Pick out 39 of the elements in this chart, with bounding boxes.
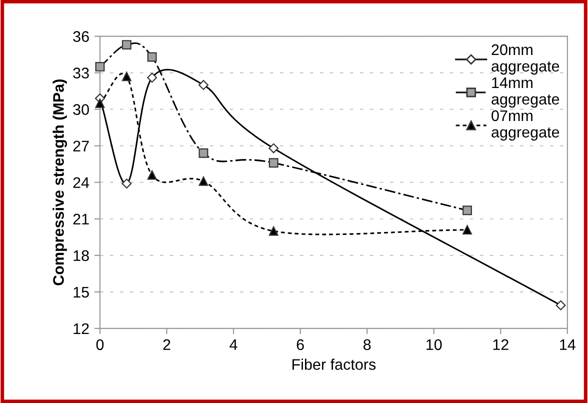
- y-tick-label: 30: [73, 104, 89, 115]
- point: [122, 72, 132, 82]
- point: [268, 158, 278, 168]
- y-tick-label: 12: [74, 323, 89, 334]
- point: [268, 143, 279, 154]
- y-tick-label: 36: [73, 31, 89, 42]
- point: [198, 176, 208, 186]
- x-tick-label: 6: [296, 339, 304, 350]
- point: [147, 52, 157, 62]
- x-tick-label: 14: [560, 339, 576, 350]
- legend-label: 20mm aggregate: [492, 44, 560, 75]
- y-axis-title: Compressive strength (MPa): [52, 80, 67, 286]
- x-tick-label: 12: [493, 339, 508, 350]
- point: [198, 148, 208, 158]
- x-tick-label: 0: [96, 339, 104, 350]
- y-tick-label: 24: [73, 177, 90, 188]
- x-tick-label: 4: [230, 339, 238, 350]
- point: [95, 62, 105, 72]
- point: [268, 226, 278, 236]
- legend-label: 14mm aggregate: [492, 77, 560, 108]
- point: [122, 178, 132, 189]
- point: [95, 98, 105, 108]
- point: [462, 225, 472, 235]
- x-tick-label: 2: [163, 339, 170, 350]
- point: [122, 40, 132, 50]
- point: [147, 170, 157, 180]
- y-tick-label: 18: [74, 250, 89, 262]
- y-tick-label: 21: [73, 214, 89, 224]
- point: [147, 72, 158, 83]
- x-tick-label: 10: [426, 339, 442, 350]
- point: [462, 206, 472, 216]
- y-tick-label: 27: [73, 140, 89, 152]
- y-tick-label: 33: [73, 68, 89, 78]
- y-tick-label: 15: [74, 286, 89, 298]
- point: [198, 80, 208, 90]
- x-tick-label: 8: [363, 339, 371, 350]
- x-axis-title: Fiber factors: [292, 358, 376, 370]
- point: [556, 300, 566, 310]
- legend-label: 07mm aggregate: [492, 110, 560, 141]
